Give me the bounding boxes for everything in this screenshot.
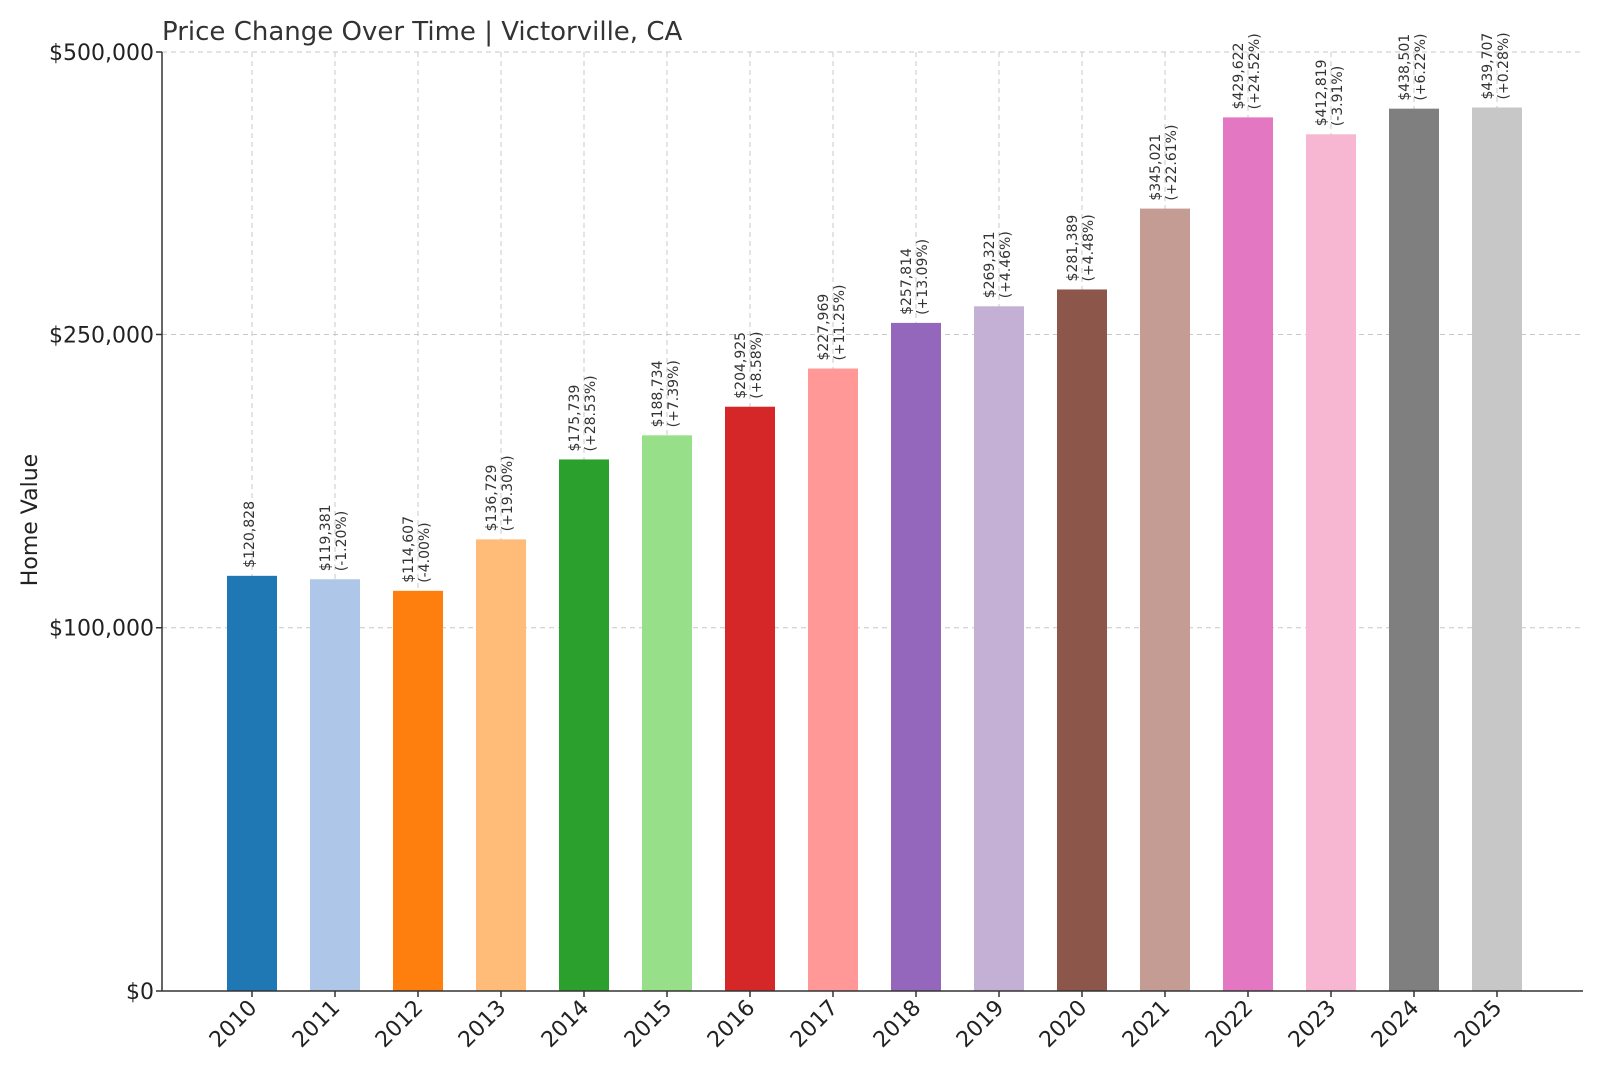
x-tick-label-2024: 2024 (1367, 996, 1424, 1053)
data-label-2019: $269,321(+4.46%) (982, 231, 1014, 298)
x-tick-label-2023: 2023 (1284, 996, 1341, 1053)
x-tick-label-2013: 2013 (454, 996, 511, 1053)
change-label: (+8.58%) (749, 332, 765, 399)
value-label: $281,389 (1065, 215, 1081, 282)
data-labels: $120,828 $119,381(-1.20%) $114,607(-4.00%)… (242, 32, 1512, 582)
bar-2023 (1306, 134, 1356, 991)
change-label: (-1.20%) (334, 511, 350, 571)
data-label-2021: $345,021(+22.61%) (1148, 125, 1180, 201)
x-tick-label-2025: 2025 (1450, 996, 1507, 1053)
data-label-2015: $188,734(+7.39%) (650, 360, 682, 427)
bar-2014 (559, 459, 609, 991)
data-label-2014: $175,739(+28.53%) (567, 375, 599, 451)
value-label: $114,607 (401, 516, 417, 583)
change-label: (+4.46%) (998, 231, 1014, 298)
change-label: (+24.52%) (1247, 33, 1263, 109)
change-label: (+6.22%) (1413, 34, 1429, 101)
data-label-2018: $257,814(+13.09%) (899, 239, 931, 315)
y-tick-label: $500,000 (49, 41, 154, 66)
change-label: (+11.25%) (832, 284, 848, 360)
change-label: (-4.00%) (417, 522, 433, 582)
bar-2018 (891, 322, 941, 992)
change-label: (+13.09%) (915, 239, 931, 315)
data-label-2012: $114,607(-4.00%) (401, 516, 433, 583)
x-tick-labels: 2010 2011 2012 2013 2014 2015 2016 2017 2018 2019… (205, 996, 1507, 1053)
value-label: $269,321 (982, 231, 998, 298)
value-label: $429,622 (1231, 43, 1247, 110)
chart-title: Price Change Over Time | Victorville, CA (162, 17, 682, 47)
bar-2012 (393, 590, 443, 991)
change-label: (+28.53%) (583, 375, 599, 451)
x-tick-label-2012: 2012 (371, 996, 428, 1053)
bar-2015 (642, 435, 692, 991)
x-tick-label-2017: 2017 (786, 996, 843, 1053)
change-label: (+0.28%) (1496, 32, 1512, 99)
value-label: $257,814 (899, 248, 915, 315)
bar-2021 (1140, 208, 1190, 992)
data-label-2011: $119,381(-1.20%) (318, 504, 350, 571)
y-tick-label: $250,000 (49, 323, 154, 348)
x-tick-label-2022: 2022 (1201, 996, 1258, 1053)
value-label: $175,739 (567, 385, 583, 452)
change-label: (+19.30%) (500, 455, 516, 531)
bar-2019 (974, 306, 1024, 991)
bar-2017 (808, 368, 858, 991)
value-label: $204,925 (733, 332, 749, 399)
bar-2025 (1472, 107, 1522, 991)
value-label: $136,729 (484, 465, 500, 532)
change-label: (+7.39%) (666, 360, 682, 427)
x-tick-label-2016: 2016 (703, 996, 760, 1053)
x-tick-label-2010: 2010 (205, 996, 262, 1053)
bar-2016 (725, 406, 775, 992)
bar-2013 (476, 539, 526, 991)
data-label-2010: $120,828 (242, 501, 258, 568)
change-label: (+22.61%) (1164, 125, 1180, 201)
bar-2010 (227, 575, 277, 991)
x-tick-label-2021: 2021 (1118, 996, 1175, 1053)
y-tick-labels: $0 $100,000 $250,000 $500,000 (49, 41, 154, 1005)
y-tick-label: $100,000 (49, 617, 154, 642)
value-label: $119,381 (318, 504, 334, 571)
value-label: $412,819 (1314, 59, 1330, 126)
value-label: $188,734 (650, 360, 666, 427)
bar-2024 (1389, 108, 1439, 991)
bar-2022 (1223, 117, 1273, 991)
value-label: $345,021 (1148, 134, 1164, 201)
x-tick-label-2014: 2014 (537, 996, 594, 1053)
bar-2020 (1057, 289, 1107, 992)
value-label: $439,707 (1480, 33, 1496, 100)
change-label: (-3.91%) (1330, 66, 1346, 126)
gridlines (162, 51, 1583, 991)
data-label-2016: $204,925(+8.58%) (733, 332, 765, 399)
x-tick-label-2011: 2011 (288, 996, 345, 1053)
x-tick-label-2020: 2020 (1035, 996, 1092, 1053)
data-label-2023: $412,819(-3.91%) (1314, 59, 1346, 126)
data-label-2013: $136,729(+19.30%) (484, 455, 516, 531)
y-axis-label: Home Value (18, 454, 43, 586)
data-label-2024: $438,501(+6.22%) (1397, 34, 1429, 101)
data-label-2025: $439,707(+0.28%) (1480, 32, 1512, 99)
bars (227, 107, 1522, 992)
x-tick-label-2015: 2015 (620, 996, 677, 1053)
data-label-2017: $227,969(+11.25%) (816, 284, 848, 360)
data-label-2020: $281,389(+4.48%) (1065, 214, 1097, 281)
x-tick-label-2018: 2018 (869, 996, 926, 1053)
x-tick-label-2019: 2019 (952, 996, 1009, 1053)
bar-2011 (310, 579, 360, 991)
data-label-2022: $429,622(+24.52%) (1231, 33, 1263, 109)
axes (156, 51, 1583, 997)
value-label: $227,969 (816, 294, 832, 361)
value-label: $438,501 (1397, 34, 1413, 101)
value-label: $120,828 (242, 501, 258, 568)
y-tick-label: $0 (126, 980, 154, 1005)
change-label: (+4.48%) (1081, 214, 1097, 281)
